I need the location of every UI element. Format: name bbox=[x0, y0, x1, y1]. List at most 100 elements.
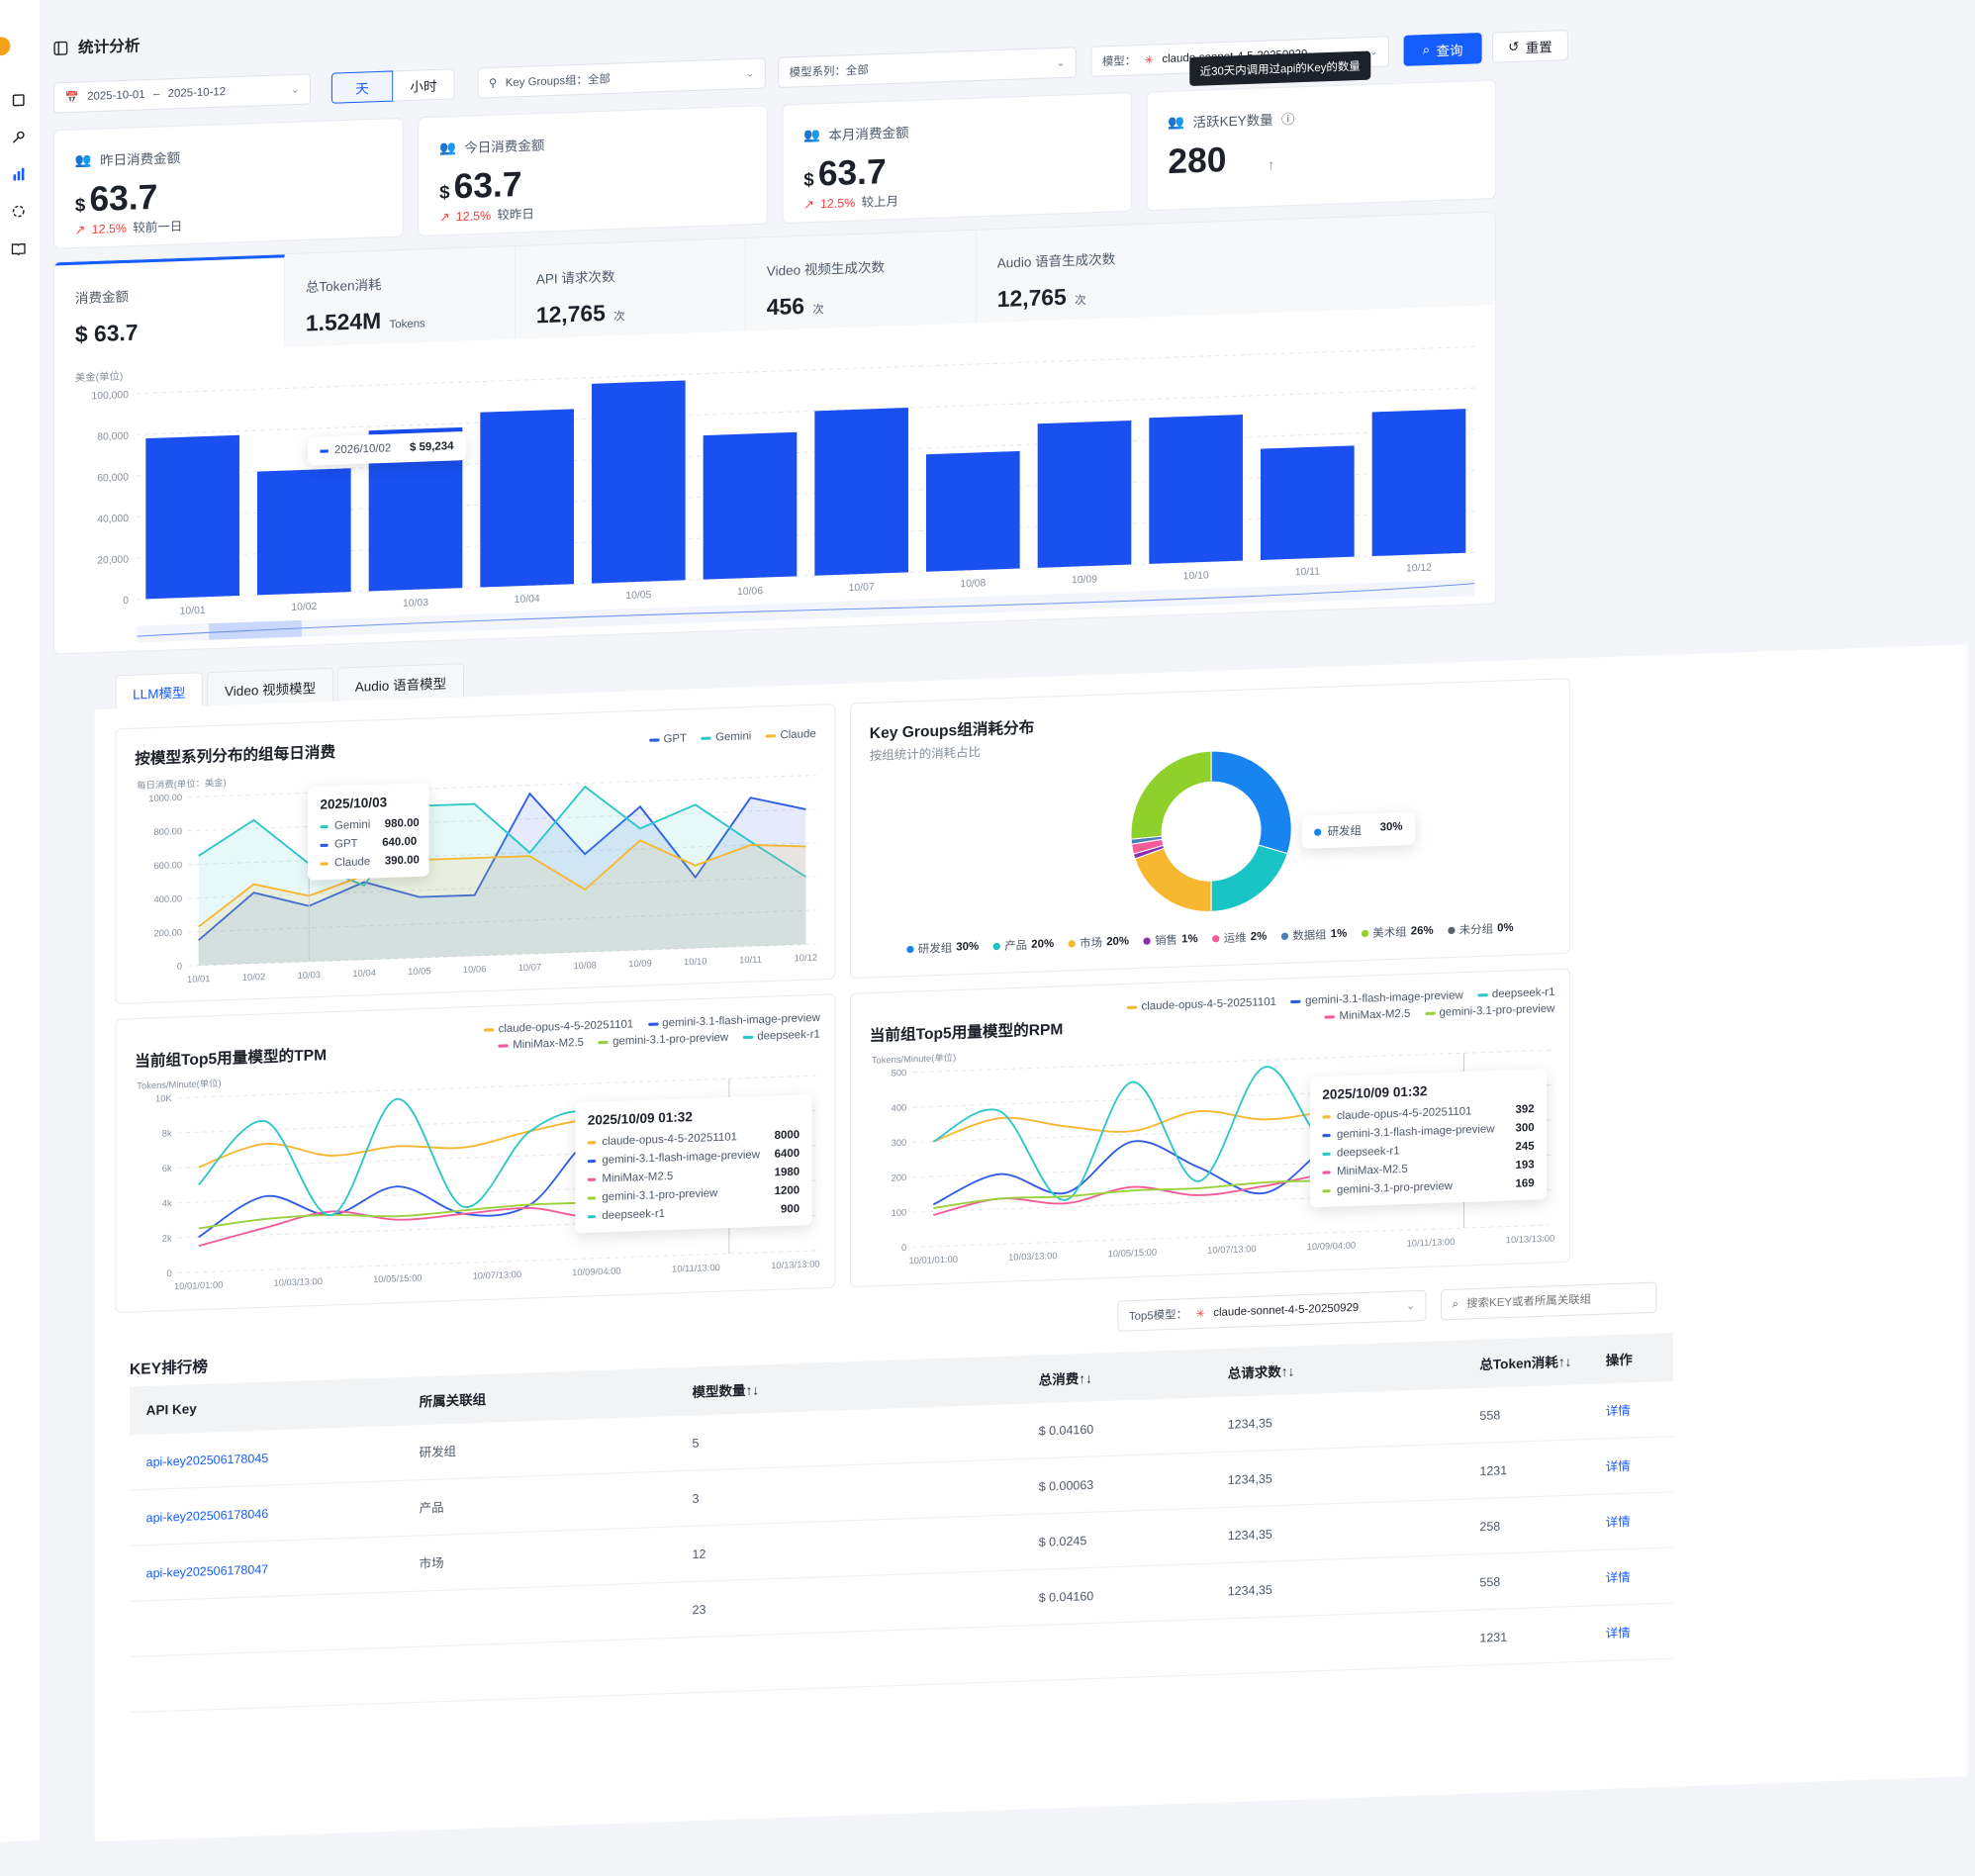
series-line bbox=[198, 792, 806, 941]
col-tokens[interactable]: 总Token消耗↑↓ bbox=[1462, 1335, 1590, 1389]
bar bbox=[1149, 414, 1243, 564]
legend-item[interactable]: gemini-3.1-pro-preview bbox=[598, 1031, 728, 1048]
detail-link[interactable]: 详情 bbox=[1589, 1603, 1674, 1662]
y-axis-label: 每日消费(单位：美金) bbox=[137, 777, 226, 791]
x-tick-label: 10/05/15:00 bbox=[373, 1272, 422, 1284]
granularity-day[interactable]: 天 bbox=[330, 70, 394, 104]
legend-item[interactable]: claude-opus-4-5-20251101 bbox=[484, 1018, 633, 1036]
bar-tooltip-value: $ 59,234 bbox=[409, 439, 454, 454]
legend-item-gemini[interactable]: Gemini bbox=[701, 730, 751, 744]
trend-up-icon: ↗ bbox=[803, 196, 814, 212]
bar bbox=[480, 409, 574, 588]
nav-item-model-icon[interactable] bbox=[10, 203, 27, 220]
x-tick-label: 10/09/04:00 bbox=[572, 1266, 620, 1277]
donut-legend-item[interactable]: 产品 20% bbox=[992, 936, 1054, 955]
x-tick-label: 10/07 bbox=[849, 582, 875, 594]
legend-item[interactable]: MiniMax-M2.5 bbox=[498, 1036, 584, 1051]
metric-tab-cost[interactable]: 消费金额 $ 63.7 bbox=[54, 254, 286, 355]
y-tick-label: 100,000 bbox=[91, 390, 129, 402]
donut-legend-item[interactable]: 美术组 26% bbox=[1361, 922, 1434, 941]
tooltip-row: gemini-3.1-flash-image-preview 300 bbox=[1322, 1122, 1535, 1142]
x-tick-label: 10/01 bbox=[180, 606, 206, 617]
detail-link[interactable]: 详情 bbox=[1589, 1547, 1674, 1606]
info-icon[interactable]: ⓘ bbox=[1281, 111, 1295, 128]
metric-tab-tokens[interactable]: 总Token消耗 1.524M Tokens bbox=[285, 246, 517, 347]
search-icon: ⌕ bbox=[1452, 1297, 1458, 1311]
x-tick-label: 10/12 bbox=[795, 953, 817, 964]
query-button[interactable]: ⌕ 查询 bbox=[1403, 32, 1482, 66]
legend-item[interactable]: deepseek-r1 bbox=[1477, 986, 1554, 1001]
metric-tab-audio[interactable]: Audio 语音生成次数 12,765 次 bbox=[976, 212, 1497, 324]
donut-legend-item[interactable]: 未分组 0% bbox=[1448, 919, 1514, 938]
donut-legend-item[interactable]: 运维 2% bbox=[1212, 928, 1267, 947]
y-tick-label: 40,000 bbox=[97, 514, 129, 525]
col-cost[interactable]: 总消费↑↓ bbox=[1022, 1349, 1212, 1404]
tpm-legend: claude-opus-4-5-20251101 gemini-3.1-flash… bbox=[388, 1011, 820, 1055]
x-tick-label: 10/09 bbox=[1072, 574, 1097, 586]
date-range-picker[interactable]: 📅 2025-10-01 – 2025-10-12 ⌄ bbox=[53, 73, 312, 114]
ranking-title: KEY排行榜 bbox=[130, 1358, 208, 1379]
detail-link[interactable]: 详情 bbox=[1589, 1491, 1674, 1550]
x-tick-label: 10/02 bbox=[242, 972, 265, 983]
donut-legend-item[interactable]: 销售 1% bbox=[1143, 931, 1198, 950]
y-tick-label: 8k bbox=[162, 1128, 172, 1138]
group-cell: 研发组 bbox=[402, 1416, 676, 1481]
api-key-link[interactable]: api-key202506178045 bbox=[130, 1425, 403, 1491]
x-tick-label: 10/01 bbox=[187, 974, 210, 985]
y-tick-label: 20,000 bbox=[97, 554, 129, 566]
legend-item[interactable]: gemini-3.1-flash-image-preview bbox=[1290, 989, 1463, 1008]
legend-item-claude[interactable]: Claude bbox=[765, 728, 816, 742]
gridline bbox=[137, 345, 1475, 395]
logo-icon bbox=[0, 37, 11, 56]
legend-item[interactable]: gemini-3.1-pro-preview bbox=[1424, 1002, 1554, 1019]
tooltip-row: gemini-3.1-flash-image-preview 6400 bbox=[587, 1147, 799, 1167]
daily-spend-tooltip: 2025/10/03 Gemini 980.00 GPT 640.00 Claude… bbox=[307, 782, 429, 881]
y-tick-label: 0 bbox=[901, 1243, 906, 1253]
detail-link[interactable]: 详情 bbox=[1589, 1436, 1674, 1495]
nav-item-book-icon[interactable] bbox=[10, 239, 27, 256]
legend-item[interactable]: deepseek-r1 bbox=[742, 1028, 820, 1043]
api-key-link[interactable] bbox=[130, 1591, 403, 1657]
legend-item[interactable]: claude-opus-4-5-20251101 bbox=[1126, 995, 1276, 1013]
ranking-search-input[interactable] bbox=[1466, 1291, 1632, 1311]
legend-item[interactable]: MiniMax-M2.5 bbox=[1324, 1007, 1410, 1022]
x-tick-label: 10/03/13:00 bbox=[1008, 1251, 1057, 1263]
chevron-down-icon: ⌄ bbox=[745, 67, 755, 80]
nav-item-stats-icon[interactable] bbox=[10, 166, 27, 183]
key-groups-donut-card: Key Groups组消耗分布 按组统计的消耗占比 研发组 30% 研发组 30%… bbox=[850, 678, 1571, 980]
reset-label: 重置 bbox=[1525, 39, 1552, 55]
nav-item-doc-icon[interactable] bbox=[10, 92, 27, 109]
api-key-link[interactable] bbox=[130, 1646, 403, 1713]
granularity-hour[interactable]: 小时 bbox=[393, 68, 455, 102]
x-tick-label: 10/08 bbox=[573, 960, 596, 971]
requests-cell: 1234,35 bbox=[1211, 1499, 1463, 1564]
detail-link[interactable]: 详情 bbox=[1589, 1380, 1674, 1440]
donut-legend-item[interactable]: 市场 20% bbox=[1068, 933, 1129, 952]
app-window: 统计分析 📅 2025-10-01 – 2025-10-12 ⌄ 天 小时 ⚲ … bbox=[0, 0, 1968, 1842]
metric-tab-video[interactable]: Video 视频生成次数 456 次 bbox=[746, 230, 977, 331]
api-key-link[interactable]: api-key202506178047 bbox=[130, 1536, 403, 1602]
reset-button[interactable]: ↺ 重置 bbox=[1492, 29, 1568, 63]
requests-cell bbox=[1211, 1610, 1463, 1675]
tpm-card: 当前组Top5用量模型的TPM claude-opus-4-5-20251101… bbox=[115, 993, 836, 1314]
donut-slice bbox=[1130, 750, 1212, 840]
tooltip-row: gemini-3.1-pro-preview 169 bbox=[1322, 1177, 1535, 1197]
legend-item[interactable]: gemini-3.1-flash-image-preview bbox=[647, 1011, 820, 1030]
stat-label: 👥 活跃KEY数量 ⓘ bbox=[1168, 102, 1474, 133]
requests-cell: 1234,35 bbox=[1211, 1388, 1463, 1453]
stat-label: 👥 本月消费金额 bbox=[803, 125, 909, 143]
metric-tab-requests[interactable]: API 请求次数 12,765 次 bbox=[516, 237, 746, 339]
key-groups-select[interactable]: ⚲ Key Groups组：全部 ⌄ bbox=[477, 57, 766, 99]
donut-legend-item[interactable]: 数据组 1% bbox=[1280, 925, 1347, 944]
api-key-link[interactable]: api-key202506178046 bbox=[130, 1480, 403, 1547]
col-requests[interactable]: 总请求数↑↓ bbox=[1211, 1340, 1463, 1398]
gridline bbox=[137, 428, 1475, 477]
layout-toggle-icon[interactable] bbox=[53, 41, 68, 55]
legend-item-gpt[interactable]: GPT bbox=[648, 732, 687, 746]
x-tick-label: 10/07 bbox=[518, 962, 541, 973]
model-series-select[interactable]: 模型系列：全部 ⌄ bbox=[778, 47, 1077, 89]
donut-legend-item[interactable]: 研发组 30% bbox=[906, 938, 979, 957]
stat-card-active-keys: 👥 活跃KEY数量 ⓘ 280 ↑ bbox=[1146, 79, 1497, 212]
bar bbox=[145, 434, 239, 600]
nav-item-key-icon[interactable] bbox=[10, 129, 27, 145]
